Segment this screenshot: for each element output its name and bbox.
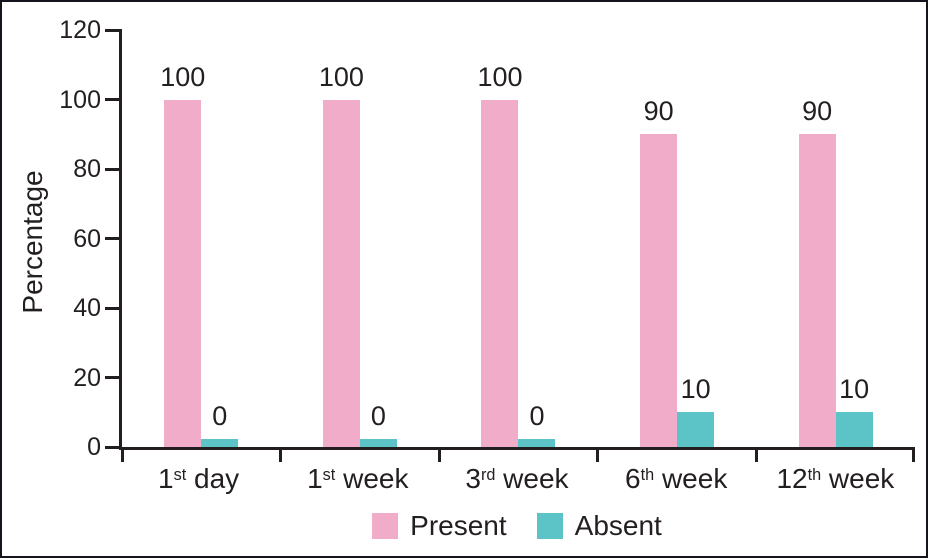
- legend-item-absent: Absent: [536, 510, 662, 542]
- bar-fill-absent: [677, 412, 715, 447]
- bar-fill-present: [798, 134, 836, 447]
- x-tick-mark: [754, 450, 758, 462]
- y-tick-mark: [105, 98, 122, 101]
- bar-fill-absent: [518, 439, 556, 447]
- category-group: 90 10: [756, 30, 915, 447]
- plot-area: 0 20 40 60 80 100 120 100 0 100 0 100 0 90 10 90 10: [59, 16, 915, 462]
- bar-absent: 10: [677, 374, 715, 447]
- ordinal-superscript: st: [322, 465, 336, 484]
- category-label: 1st week: [307, 463, 409, 494]
- y-axis-title: Percentage: [17, 170, 48, 314]
- y-tick-mark: [105, 237, 122, 240]
- y-tick-mark: [105, 306, 122, 310]
- x-tick-mark: [279, 450, 283, 462]
- x-tick-mark: [437, 450, 441, 462]
- bar-fill-present: [481, 99, 519, 447]
- value-label-absent: 0: [529, 401, 545, 431]
- category-label: 3rd week: [465, 463, 569, 494]
- bar-fill-absent: [359, 439, 397, 447]
- value-label-absent: 10: [680, 374, 711, 405]
- value-label-present: 90: [802, 96, 833, 127]
- y-tick-label: 80: [73, 155, 101, 183]
- y-tick-label: 20: [73, 363, 101, 392]
- bar-fill-absent: [835, 412, 873, 447]
- category-group: 100 0: [281, 30, 440, 447]
- bar-absent: 0: [359, 401, 397, 447]
- legend-label-present: Present: [410, 510, 507, 541]
- category-group: 90 10: [598, 30, 757, 447]
- y-tick-label: 120: [59, 16, 101, 44]
- bar-fill-absent: [201, 439, 239, 447]
- value-label-present: 100: [477, 61, 523, 92]
- y-tick-label: 0: [87, 433, 101, 461]
- category-group: 100 0: [122, 30, 281, 447]
- y-tick-mark: [105, 28, 122, 32]
- bar-fill-present: [164, 99, 202, 447]
- legend: Present Absent: [119, 510, 915, 542]
- bar-present: 90: [798, 96, 836, 447]
- y-tick-label: 40: [73, 294, 101, 322]
- value-label-present: 100: [160, 61, 206, 92]
- bar-present: 100: [160, 62, 205, 447]
- value-label-present: 90: [643, 96, 674, 127]
- legend-swatch-present-icon: [372, 513, 399, 539]
- bar-present: 100: [477, 62, 523, 447]
- category-group: 100 0: [439, 30, 598, 447]
- category-label: 12th week: [776, 463, 895, 494]
- value-label-absent: 0: [212, 401, 228, 431]
- legend-item-present: Present: [372, 510, 507, 542]
- y-tick-mark: [105, 445, 122, 449]
- bar-absent: 0: [201, 401, 239, 447]
- y-tick-mark: [105, 376, 122, 379]
- category-label: 6th week: [625, 463, 728, 494]
- bar-fill-present: [322, 99, 360, 447]
- legend-label-absent: Absent: [574, 510, 662, 541]
- y-tick-mark: [105, 167, 122, 171]
- x-tick-mark: [596, 450, 600, 462]
- ordinal-superscript: th: [807, 465, 822, 484]
- y-tick-label: 100: [59, 85, 101, 114]
- bar-present: 90: [640, 96, 678, 447]
- value-label-absent: 10: [839, 374, 870, 405]
- x-category-labels: 1st day 1st week 3rd week 6th week 12th week: [119, 463, 915, 501]
- y-tick-label: 60: [73, 224, 101, 253]
- bar-fill-present: [640, 134, 678, 447]
- bar-present: 100: [319, 62, 364, 447]
- legend-swatch-absent-icon: [536, 513, 563, 539]
- value-label-present: 100: [318, 61, 364, 92]
- bar-absent: 10: [835, 374, 873, 447]
- ordinal-superscript: rd: [480, 465, 496, 484]
- x-tick-mark: [120, 450, 124, 462]
- ordinal-superscript: st: [173, 465, 187, 484]
- x-tick-mark: [912, 450, 915, 462]
- category-label: 1st day: [158, 463, 240, 494]
- bar-absent: 0: [518, 401, 556, 447]
- value-label-absent: 0: [370, 401, 386, 431]
- ordinal-superscript: th: [640, 465, 655, 484]
